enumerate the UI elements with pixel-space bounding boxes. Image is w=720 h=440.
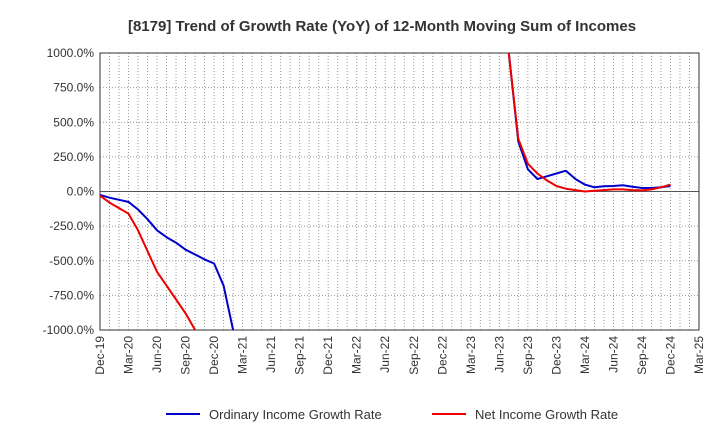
x-tick-label: Mar-21: [236, 336, 250, 374]
x-tick-label: Mar-23: [464, 336, 478, 374]
x-tick-label: Dec-19: [93, 336, 107, 375]
x-tick-label: Jun-20: [150, 336, 164, 373]
x-tick-label: Sep-21: [293, 336, 307, 375]
y-tick-label: 250.0%: [53, 150, 94, 164]
x-tick-label: Sep-23: [521, 336, 535, 375]
chart-title: [8179] Trend of Growth Rate (YoY) of 12-…: [128, 18, 636, 35]
x-tick-label: Mar-22: [350, 336, 364, 374]
x-tick-label: Jun-21: [264, 336, 278, 373]
y-tick-label: 1000.0%: [47, 46, 95, 60]
plot-frame: [99, 52, 700, 331]
y-tick-label: -750.0%: [49, 288, 94, 302]
y-tick-label: -250.0%: [49, 219, 94, 233]
series-line-ordinary-income: [100, 194, 235, 330]
x-tick-label: Dec-24: [663, 336, 677, 375]
y-tick-label: 750.0%: [53, 81, 94, 95]
x-tick-label: Sep-22: [407, 336, 421, 375]
y-tick-label: 500.0%: [53, 115, 94, 129]
series-layer: [100, 53, 671, 330]
y-tick-label: 0.0%: [67, 185, 95, 199]
x-tick-label: Dec-21: [321, 336, 335, 375]
x-tick-label: Dec-23: [549, 336, 563, 375]
x-tick-label: Dec-20: [207, 336, 221, 375]
y-axis: 1000.0% 750.0% 500.0% 250.0% 0.0% -250.0% -500…: [43, 46, 95, 337]
x-tick-label: Sep-24: [635, 336, 649, 375]
x-tick-label: Mar-20: [122, 336, 136, 374]
x-tick-label: Jun-24: [606, 336, 620, 373]
x-tick-label: Sep-20: [179, 336, 193, 375]
y-tick-label: -1000.0%: [43, 323, 95, 337]
series-line-net-income: [507, 53, 671, 193]
x-tick-label: Jun-23: [492, 336, 506, 373]
grid: [99, 52, 700, 331]
legend: Ordinary Income Growth Rate Net Income Gr…: [166, 407, 618, 422]
x-tick-label: Jun-22: [378, 336, 392, 373]
legend-label: Ordinary Income Growth Rate: [209, 407, 382, 422]
x-tick-label: Mar-25: [692, 336, 706, 374]
legend-label: Net Income Growth Rate: [475, 407, 618, 422]
series-line-net-income: [100, 194, 196, 330]
x-tick-label: Dec-22: [435, 336, 449, 375]
x-axis: Dec-19 Mar-20 Jun-20 Sep-20 Dec-20 Mar-21 Jun-…: [93, 336, 706, 375]
x-tick-label: Mar-24: [578, 336, 592, 374]
series-line-ordinary-income: [507, 53, 671, 189]
y-tick-label: -500.0%: [49, 254, 94, 268]
